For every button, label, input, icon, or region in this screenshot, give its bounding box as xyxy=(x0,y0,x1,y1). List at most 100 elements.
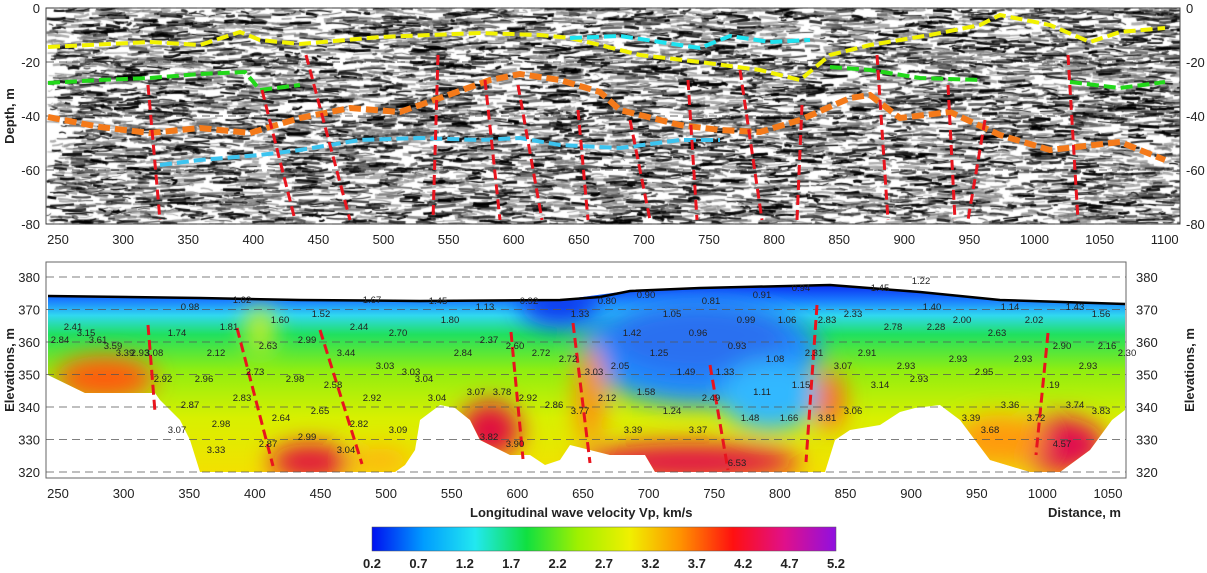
velocity-value-label: 2.87 xyxy=(181,400,200,411)
colorbar xyxy=(371,526,837,552)
x-tick-label: 1050 xyxy=(1094,486,1123,501)
x-tick-label: 750 xyxy=(703,486,725,501)
x-tick-label: 800 xyxy=(769,486,791,501)
velocity-value-label: 2.84 xyxy=(454,348,473,359)
velocity-value-label: 2.93 xyxy=(131,348,150,359)
velocity-anomalies xyxy=(55,285,1105,472)
fault-line xyxy=(483,79,502,221)
horizon-line xyxy=(569,33,811,51)
velocity-value-label: 2.00 xyxy=(953,315,972,326)
velocity-panel: 380 380 370 370 360 360 350 350 340 340 330 330 320 3… xyxy=(2,261,1197,520)
x-tick-label: 1050 xyxy=(1085,232,1114,247)
x-tick-label: 950 xyxy=(966,486,988,501)
velocity-value-label: 3.90 xyxy=(506,439,525,450)
y-tick-label-left: 0 xyxy=(33,1,40,16)
velocity-value-label: 1.60 xyxy=(271,315,290,326)
y-tick-label-left: 350 xyxy=(18,368,40,383)
velocity-value-label: 2.91 xyxy=(858,348,877,359)
y-tick-label-left: -60 xyxy=(21,163,40,178)
x-tick-label: 900 xyxy=(900,486,922,501)
velocity-anomaly xyxy=(246,305,274,355)
velocity-value-label: 2.90 xyxy=(1053,341,1072,352)
x-tick-label: 250 xyxy=(47,486,69,501)
x-tick-label: 900 xyxy=(893,232,915,247)
x-tick-label: 600 xyxy=(507,486,529,501)
y-tick-label-right: -60 xyxy=(1186,163,1205,178)
x-tick-label: 350 xyxy=(178,486,200,501)
velocity-value-label: 3.68 xyxy=(981,425,1000,436)
velocity-value-label: 2.99 xyxy=(298,432,317,443)
velocity-value-label: 1.14 xyxy=(1001,302,1020,313)
velocity-value-label: 2.83 xyxy=(818,315,837,326)
x-tick-label: 500 xyxy=(375,486,397,501)
velocity-value-label: 2.31 xyxy=(805,348,824,359)
velocity-value-label: 2.37 xyxy=(480,335,499,346)
horizon-line xyxy=(47,12,1166,83)
velocity-value-label: 2.93 xyxy=(1014,354,1033,365)
fault-line xyxy=(628,119,652,221)
velocity-value-label: 1.25 xyxy=(650,348,669,359)
x-tick-label: 300 xyxy=(113,486,135,501)
velocity-value-label: 2.93 xyxy=(949,354,968,365)
x-tick-label: 800 xyxy=(763,232,785,247)
y-tick-label-right: 380 xyxy=(1136,270,1158,285)
velocity-value-label: 1.67 xyxy=(363,295,382,306)
horizon-line xyxy=(1069,80,1166,91)
velocity-value-label: 3.04 xyxy=(428,393,447,404)
velocity-value-label: 0.80 xyxy=(598,296,617,307)
x-tick-label: 450 xyxy=(308,232,330,247)
velocity-value-label: 2.92 xyxy=(363,393,382,404)
velocity-value-label: 2.93 xyxy=(910,374,929,385)
velocity-value-label: 2.49 xyxy=(702,393,721,404)
colorbar-tick-label: 5.2 xyxy=(827,556,845,571)
x-tick-label: 650 xyxy=(572,486,594,501)
velocity-value-label: 3.61 xyxy=(89,335,108,346)
velocity-value-label: 1.74 xyxy=(168,328,187,339)
velocity-value-label: 2.16 xyxy=(1098,341,1117,352)
velocity-anomaly xyxy=(720,360,820,430)
velocity-value-label: 3.44 xyxy=(337,348,356,359)
velocity-value-label: 2.92 xyxy=(519,393,538,404)
fault-line xyxy=(804,304,819,463)
x-tick-label: 950 xyxy=(959,232,981,247)
velocity-value-label: 1.81 xyxy=(220,322,239,333)
velocity-value-label: 0.98 xyxy=(181,302,200,313)
velocity-value-label: 2.33 xyxy=(844,309,863,320)
x-tick-label: 650 xyxy=(568,232,590,247)
velocity-value-label: 1.42 xyxy=(623,328,642,339)
colorbar-group: 0.2 0.7 1.2 1.7 2.2 2.7 3.2 3.7 4.2 4.7 5.2 xyxy=(363,526,845,571)
colorbar-tick-label: 3.7 xyxy=(688,556,706,571)
x-tick-label: 700 xyxy=(638,486,660,501)
velocity-anomaly xyxy=(580,444,800,472)
velocity-value-label: 1.06 xyxy=(778,315,797,326)
fault-line xyxy=(708,364,730,471)
y-tick-label-left: 360 xyxy=(18,335,40,350)
velocity-value-label: 3.77 xyxy=(571,406,590,417)
distance-label: Distance, m xyxy=(1048,505,1121,520)
fault-line xyxy=(509,331,525,460)
velocity-value-label: 3.04 xyxy=(415,374,434,385)
velocity-value-label: 2.58 xyxy=(324,380,343,391)
velocity-value-label: 1.40 xyxy=(923,302,942,313)
velocity-value-label: 1.56 xyxy=(1092,309,1111,320)
colorbar-tick-label: 2.2 xyxy=(549,556,567,571)
velocity-value-label: 3.03 xyxy=(585,367,604,378)
velocity-value-label: 2.95 xyxy=(975,367,994,378)
y-tick-label-left: 330 xyxy=(18,433,40,448)
velocity-value-label: 2.63 xyxy=(259,341,278,352)
velocity-value-label: 3.37 xyxy=(689,425,708,436)
velocity-value-label: 1.13 xyxy=(476,302,495,313)
x-tick-label: 700 xyxy=(633,232,655,247)
y-tick-label-right: -40 xyxy=(1186,109,1205,124)
velocity-value-label: 6.53 xyxy=(728,458,747,469)
y-tick-label-right: 330 xyxy=(1136,433,1158,448)
velocity-value-label: 0.99 xyxy=(737,315,756,326)
velocity-value-label: 4.57 xyxy=(1053,439,1072,450)
velocity-value-label: 2.05 xyxy=(611,361,630,372)
velocity-value-label: 0.94 xyxy=(792,283,811,294)
velocity-value-label: 1.45 xyxy=(429,296,448,307)
velocity-value-label: 2.98 xyxy=(286,374,305,385)
y-tick-label-right: 350 xyxy=(1136,368,1158,383)
velocity-value-label: 3.07 xyxy=(834,361,853,372)
y-tick-label-left: -20 xyxy=(21,55,40,70)
